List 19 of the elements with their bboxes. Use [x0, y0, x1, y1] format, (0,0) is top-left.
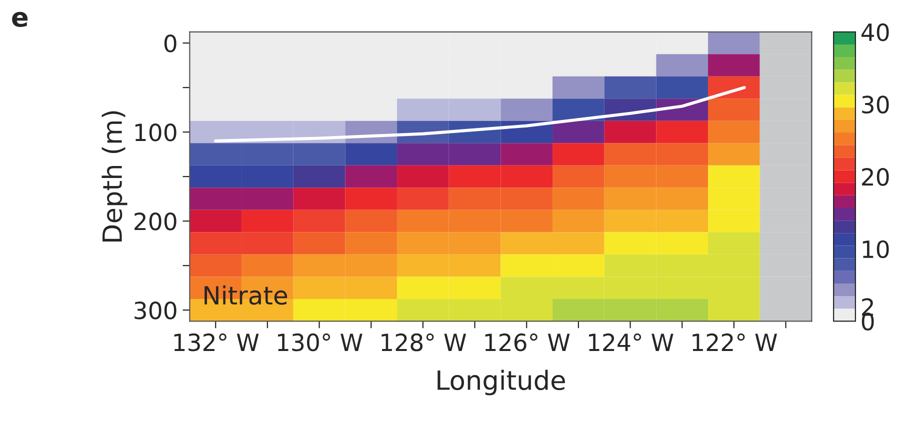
- x-tick-label: 126° W: [485, 333, 570, 352]
- text: e: [12, 12, 28, 27]
- y-tick-label: 300: [134, 302, 176, 320]
- x-tick-label: 128° W: [382, 333, 466, 352]
- color-bar-label: 10: [862, 240, 889, 258]
- y-axis-title: Depth (m): [102, 111, 128, 242]
- x-tick-label: 124° W: [589, 333, 674, 351]
- x-tick-label: 132° W: [174, 333, 259, 352]
- y-tick-label: 0: [164, 34, 176, 52]
- x-tick-label: 122° W: [692, 333, 778, 351]
- y-tick-label: 100: [135, 123, 176, 142]
- color-bar-label: 20: [862, 168, 889, 186]
- color-bar-label: 30: [862, 96, 889, 114]
- line-series: [214, 86, 746, 142]
- color-bar-label: 40: [861, 23, 889, 42]
- annotation: Nitrate: [204, 285, 288, 305]
- x-tick-label: 130° W: [278, 333, 362, 352]
- y-tick-label: 200: [134, 212, 176, 230]
- x-axis-title: Longitude: [438, 370, 565, 396]
